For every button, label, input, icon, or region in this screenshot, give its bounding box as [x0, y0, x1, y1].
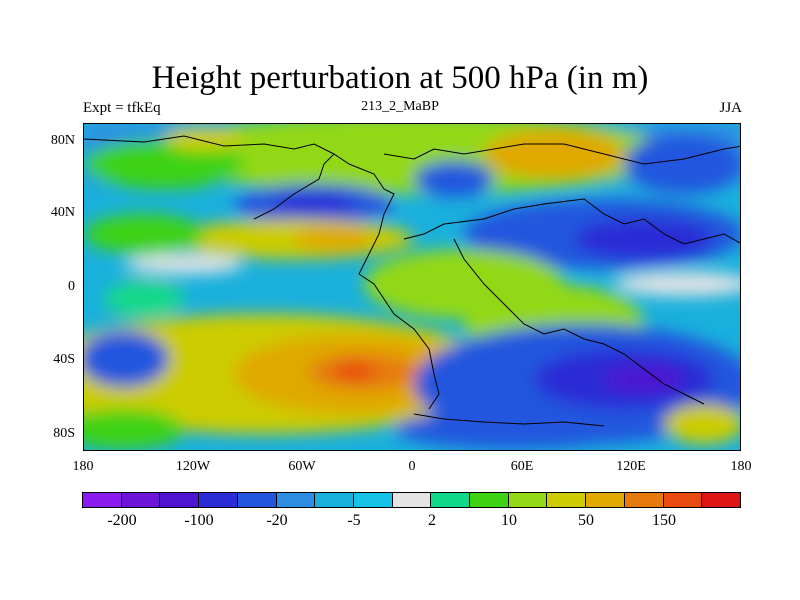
- experiment-label: Expt = tfkEq: [83, 100, 161, 116]
- map-title: Height perturbation at 500 hPa (in m): [151, 60, 649, 96]
- lon-label-180e: 180: [730, 459, 752, 474]
- colorbar-label: 10: [501, 512, 517, 529]
- colorbar-swatch: [314, 492, 354, 508]
- lon-label-0: 0: [408, 459, 416, 474]
- colorbar-swatch: [391, 492, 432, 508]
- colorbar-label: -100: [184, 512, 214, 529]
- colorbar-swatch: [275, 492, 316, 508]
- colorbar-label: -5: [347, 512, 361, 529]
- colorbar-swatch: [120, 492, 161, 508]
- colorbar: [82, 492, 741, 508]
- colorbar-swatch: [352, 492, 393, 508]
- lat-label-80n: 80N: [50, 133, 75, 148]
- case-label: 213_2_MaBP: [361, 99, 439, 114]
- colorbar-swatch: [236, 492, 277, 508]
- colorbar-swatch: [469, 492, 509, 508]
- lon-label-120e: 120E: [616, 459, 646, 474]
- colorbar-label: 150: [652, 512, 676, 529]
- lat-label-40s: 40S: [53, 352, 75, 367]
- colorbar-swatch: [198, 492, 238, 508]
- colorbar-swatch: [662, 492, 703, 508]
- colorbar-label: 50: [578, 512, 594, 529]
- height-perturbation-map: [83, 123, 741, 451]
- colorbar-swatch: [430, 492, 471, 508]
- lon-label-120w: 120W: [175, 459, 211, 474]
- colorbar-swatch: [701, 492, 741, 508]
- lat-label-40n: 40N: [50, 205, 75, 220]
- colorbar-swatch: [507, 492, 548, 508]
- colorbar-label: -200: [107, 512, 137, 529]
- lon-label-60w: 60W: [288, 459, 316, 474]
- colorbar-swatch: [623, 492, 664, 508]
- colorbar-swatch: [546, 492, 587, 508]
- colorbar-swatch: [82, 492, 122, 508]
- lat-label-80s: 80S: [53, 426, 75, 441]
- lon-label-60e: 60E: [510, 459, 534, 474]
- colorbar-label: 2: [428, 512, 436, 529]
- colorbar-label: -20: [266, 512, 288, 529]
- colorbar-swatch: [159, 492, 200, 508]
- colorbar-swatch: [585, 492, 625, 508]
- lat-label-0: 0: [68, 279, 75, 294]
- lon-label-180w: 180: [72, 459, 94, 474]
- season-label: JJA: [719, 100, 742, 116]
